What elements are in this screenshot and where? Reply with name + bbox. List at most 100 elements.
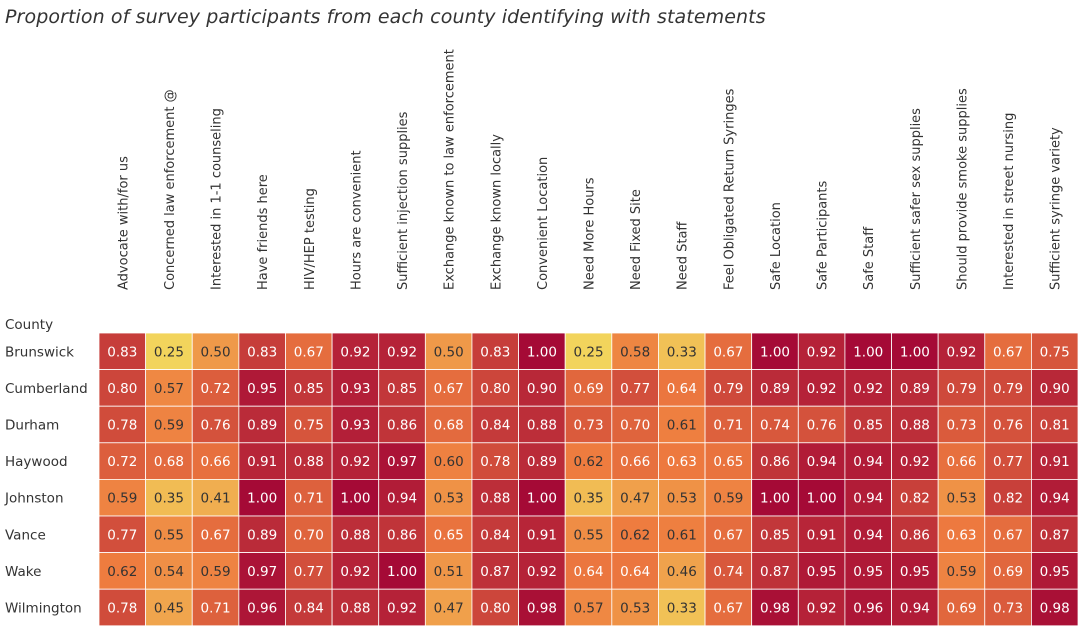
cell-value-label: 0.92 bbox=[527, 564, 557, 580]
cell-value-label: 0.53 bbox=[946, 491, 976, 507]
heatmap-cell bbox=[145, 515, 193, 553]
cell-value-label: 1.00 bbox=[760, 344, 790, 360]
heatmap-cell bbox=[844, 515, 892, 553]
cell-value-label: 0.81 bbox=[1040, 418, 1070, 434]
heatmap-cell bbox=[145, 588, 193, 627]
heatmap-cell bbox=[564, 332, 613, 370]
cell-value-label: 0.33 bbox=[667, 344, 697, 360]
cell-value-label: 0.92 bbox=[340, 564, 370, 580]
row-label: Vance bbox=[5, 527, 46, 543]
cell-value-label: 0.62 bbox=[573, 454, 603, 470]
cell-value-label: 0.66 bbox=[201, 454, 231, 470]
row-label: Durham bbox=[5, 418, 59, 434]
heatmap-cell bbox=[238, 442, 286, 480]
cell-value-label: 0.71 bbox=[294, 491, 324, 507]
cell-value-label: 0.86 bbox=[900, 527, 930, 543]
heatmap-cell bbox=[285, 588, 333, 627]
heatmap-cell bbox=[658, 332, 706, 370]
heatmap-cell bbox=[285, 332, 333, 370]
heatmap-cell bbox=[937, 478, 986, 517]
cell-value-label: 1.00 bbox=[247, 491, 277, 507]
cell-value-label: 0.88 bbox=[340, 527, 370, 543]
cell-value-label: 0.95 bbox=[807, 564, 837, 580]
cell-value-label: 0.78 bbox=[480, 454, 510, 470]
cell-value-label: 1.00 bbox=[527, 491, 557, 507]
cell-value-label: 0.70 bbox=[294, 527, 324, 543]
cell-value-label: 0.73 bbox=[573, 418, 603, 434]
heatmap-cell bbox=[564, 588, 613, 627]
heatmap-cell bbox=[564, 405, 613, 444]
cell-value-label: 0.98 bbox=[527, 601, 557, 617]
cell-value-label: 0.53 bbox=[620, 601, 650, 617]
cell-value-label: 0.92 bbox=[387, 601, 417, 617]
heatmap-cell bbox=[98, 442, 147, 480]
column-label: Concerned law enforcement @ bbox=[163, 89, 178, 290]
heatmap-cell bbox=[424, 588, 473, 627]
cell-value-label: 0.92 bbox=[807, 601, 837, 617]
heatmap-cell bbox=[658, 552, 706, 590]
heatmap-cell bbox=[611, 369, 659, 407]
cell-value-label: 0.57 bbox=[154, 381, 184, 397]
cell-value-label: 0.77 bbox=[620, 381, 650, 397]
cell-value-label: 0.92 bbox=[387, 344, 417, 360]
heatmap-cell bbox=[611, 442, 659, 480]
heatmap-cell bbox=[191, 369, 240, 407]
column-label: Sufficient safer sex supplies bbox=[909, 108, 924, 290]
heatmap-cell bbox=[518, 405, 566, 444]
cell-value-label: 0.78 bbox=[107, 418, 137, 434]
cell-value-label: 0.33 bbox=[667, 601, 697, 617]
heatmap-cell bbox=[424, 405, 473, 444]
heatmap-cell bbox=[471, 588, 519, 627]
cell-value-label: 0.92 bbox=[340, 344, 370, 360]
cell-value-label: 0.41 bbox=[201, 491, 231, 507]
cell-value-label: 0.92 bbox=[340, 454, 370, 470]
cell-value-label: 0.94 bbox=[807, 454, 837, 470]
cell-value-label: 0.89 bbox=[760, 381, 790, 397]
cell-value-label: 0.25 bbox=[154, 344, 184, 360]
cell-value-label: 0.67 bbox=[713, 601, 743, 617]
cell-value-label: 0.87 bbox=[760, 564, 790, 580]
cell-value-label: 0.92 bbox=[946, 344, 976, 360]
cell-value-label: 0.92 bbox=[853, 381, 883, 397]
cell-value-label: 0.61 bbox=[667, 418, 697, 434]
cell-value-label: 0.96 bbox=[247, 601, 277, 617]
heatmap-cell bbox=[564, 369, 613, 407]
cell-value-label: 0.94 bbox=[900, 601, 930, 617]
heatmap-cell bbox=[891, 332, 939, 370]
cell-value-label: 0.91 bbox=[807, 527, 837, 543]
heatmap-cell bbox=[658, 478, 706, 517]
cell-value-label: 0.97 bbox=[387, 454, 417, 470]
heatmap-cell bbox=[98, 552, 147, 590]
cell-value-label: 0.95 bbox=[1040, 564, 1070, 580]
cell-value-label: 0.79 bbox=[993, 381, 1023, 397]
cell-value-label: 1.00 bbox=[527, 344, 557, 360]
cell-value-label: 0.53 bbox=[434, 491, 464, 507]
heatmap-cell bbox=[937, 588, 986, 627]
cell-value-label: 0.77 bbox=[294, 564, 324, 580]
cell-value-label: 1.00 bbox=[340, 491, 370, 507]
cell-value-label: 0.90 bbox=[1040, 381, 1070, 397]
row-label: Brunswick bbox=[5, 344, 74, 360]
cell-value-label: 0.85 bbox=[294, 381, 324, 397]
heatmap-cell bbox=[471, 515, 519, 553]
heatmap-cell bbox=[984, 369, 1032, 407]
cell-value-label: 0.88 bbox=[900, 418, 930, 434]
cell-value-label: 0.69 bbox=[946, 601, 976, 617]
cell-value-label: 0.98 bbox=[1040, 601, 1070, 617]
heatmap-cell bbox=[611, 552, 659, 590]
heatmap-cell bbox=[611, 405, 659, 444]
heatmap-cell bbox=[331, 588, 380, 627]
cell-value-label: 0.76 bbox=[201, 418, 231, 434]
cell-value-label: 0.88 bbox=[527, 418, 557, 434]
heatmap-cell bbox=[98, 405, 147, 444]
heatmap-cell bbox=[191, 552, 240, 590]
heatmap-cell bbox=[844, 369, 892, 407]
cell-value-label: 0.68 bbox=[154, 454, 184, 470]
heatmap-cell bbox=[238, 369, 286, 407]
cell-value-label: 0.91 bbox=[247, 454, 277, 470]
cell-value-label: 0.88 bbox=[480, 491, 510, 507]
cell-value-label: 0.67 bbox=[713, 527, 743, 543]
cell-value-label: 0.93 bbox=[340, 381, 370, 397]
cell-value-label: 0.82 bbox=[900, 491, 930, 507]
heatmap-cell bbox=[797, 405, 846, 444]
